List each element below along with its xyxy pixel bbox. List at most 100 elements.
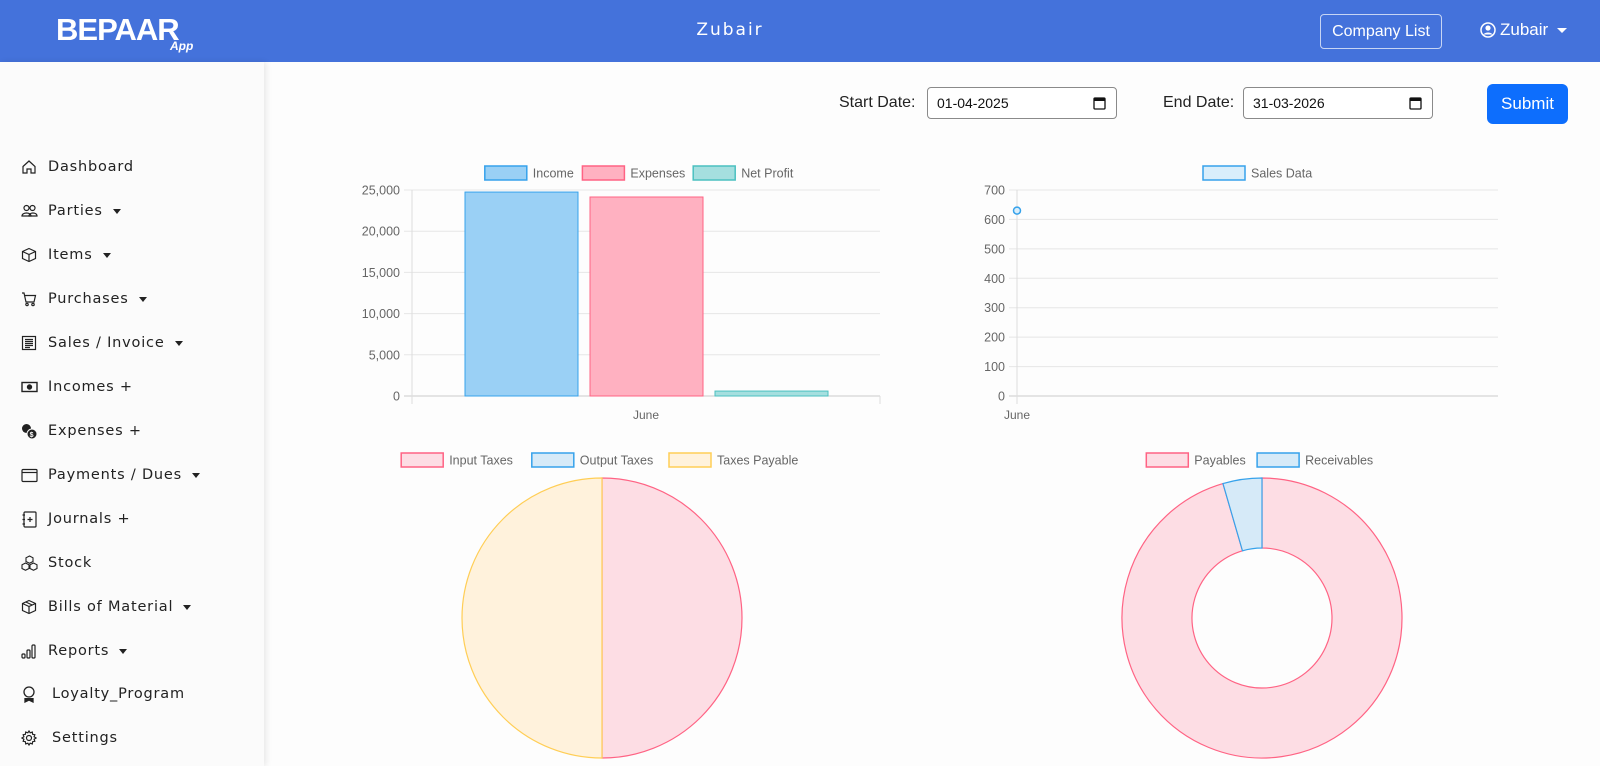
sidebar-item-sales-invoice[interactable]: Sales / Invoice [20, 331, 183, 355]
sidebar-item-expenses[interactable]: $ Expenses + [20, 419, 142, 443]
y-tick-label: 300 [984, 301, 1005, 315]
legend-swatch [581, 165, 626, 181]
tax-pie-chart: Input Taxes Output Taxes Taxes Payable [400, 452, 798, 759]
legend-label: Input Taxes [449, 454, 513, 468]
x-tick-label: June [1004, 408, 1030, 422]
caret-down-icon [138, 296, 147, 302]
submit-button[interactable]: Submit [1487, 84, 1568, 124]
sidebar-item-dashboard[interactable]: Dashboard [20, 155, 134, 179]
sidebar-item-label: Expenses + [48, 423, 142, 439]
legend-label: Taxes Payable [717, 454, 798, 468]
caret-down-icon [119, 648, 128, 654]
x-tick-label: June [633, 408, 659, 422]
caret-down-icon [191, 472, 200, 478]
box-icon [20, 246, 38, 264]
legend-swatch [400, 452, 444, 468]
top-navbar: BEPAAR App Zubair Company List Zubair [0, 0, 1600, 62]
y-tick-label: 15,000 [362, 266, 400, 280]
sidebar-item-incomes[interactable]: Incomes + [20, 375, 133, 399]
sidebar-item-label: Dashboard [48, 159, 134, 175]
doughnut-slice-payables [1121, 477, 1403, 759]
y-tick-label: 600 [984, 213, 1005, 227]
box-seam-icon [20, 598, 38, 616]
bar-expenses [589, 196, 704, 397]
sidebar-item-label: Items [48, 247, 93, 263]
y-tick-label: 200 [984, 331, 1005, 345]
sidebar-item-loyalty-program[interactable]: Loyalty_Program [20, 682, 185, 706]
sidebar-item-label: Loyalty_Program [52, 686, 185, 702]
sidebar-item-reports[interactable]: Reports [20, 639, 128, 663]
doughnut-slice-receivables [1222, 477, 1263, 552]
sidebar-item-purchases[interactable]: Purchases [20, 287, 147, 311]
y-tick-label: 10,000 [362, 307, 400, 321]
journal-plus-icon [20, 510, 38, 528]
y-tick-label: 500 [984, 242, 1005, 256]
pie-slice-taxes-payable [461, 477, 603, 759]
legend-label: Output Taxes [580, 454, 653, 468]
sidebar-item-settings[interactable]: Settings [20, 726, 118, 750]
sidebar-item-payments-dues[interactable]: Payments / Dues [20, 463, 200, 487]
end-date-input[interactable]: 31-03-2026 [1243, 87, 1433, 119]
sidebar-item-label: Purchases [48, 291, 129, 307]
sidebar-item-stock[interactable]: Stock [20, 551, 92, 575]
y-tick-label: 25,000 [362, 184, 400, 198]
caret-down-icon [112, 208, 121, 214]
y-tick-label: 400 [984, 272, 1005, 286]
sidebar-item-label: Sales / Invoice [48, 335, 165, 351]
svg-text:BEPAAR: BEPAAR [56, 12, 179, 47]
chevron-down-icon [1557, 27, 1568, 33]
sales-line-chart: 0 100 200 300 400 500 600 700 Sales Data June [984, 165, 1498, 422]
end-date-label: End Date: [1163, 94, 1235, 111]
award-icon [20, 685, 38, 703]
coins-icon: $ [20, 422, 38, 440]
house-icon [20, 158, 38, 176]
start-date-input[interactable]: 01-04-2025 [927, 87, 1117, 119]
svg-text:App: App [169, 39, 193, 53]
legend-swatch [668, 452, 712, 468]
sidebar-item-items[interactable]: Items [20, 243, 111, 267]
legend-label: Sales Data [1251, 167, 1312, 181]
gear-icon [20, 729, 38, 747]
sidebar-item-label: Incomes + [48, 379, 133, 395]
sidebar-item-journals[interactable]: Journals + [20, 507, 130, 531]
pie-slice-input-taxes [601, 477, 743, 759]
caret-down-icon [183, 604, 192, 610]
payables-doughnut-chart: Payables Receivables [1121, 452, 1403, 759]
people-icon [20, 202, 38, 220]
y-tick-label: 0 [393, 390, 400, 404]
bar-net-profit [714, 390, 829, 397]
sidebar-item-parties[interactable]: Parties [20, 199, 121, 223]
data-point [1012, 206, 1022, 215]
svg-text:$: $ [29, 432, 34, 439]
legend-swatch [484, 165, 528, 181]
bepaar-logo[interactable]: BEPAAR App [56, 10, 206, 54]
legend-swatch [531, 452, 575, 468]
sidebar-item-label: Reports [48, 643, 110, 659]
company-list-button[interactable]: Company List [1320, 14, 1442, 49]
sidebar: Dashboard Parties Items Purchases Sales … [0, 62, 264, 766]
calendar-icon [1409, 97, 1422, 110]
person-circle-icon [1480, 22, 1496, 38]
legend-swatch [692, 165, 736, 181]
invoice-icon [20, 334, 38, 352]
wallet-icon [20, 466, 38, 484]
sidebar-item-label: Payments / Dues [48, 467, 182, 483]
start-date-label: Start Date: [839, 94, 916, 111]
sidebar-item-label: Parties [48, 203, 103, 219]
sidebar-item-bills-of-material[interactable]: Bills of Material [20, 595, 192, 619]
start-date-value: 01-04-2025 [937, 95, 1009, 111]
user-dropdown[interactable]: Zubair [1480, 20, 1568, 40]
legend-label: Expenses [630, 167, 685, 181]
legend-swatch [1145, 452, 1190, 468]
bar-income [464, 191, 579, 397]
bar-chart-icon [20, 642, 38, 660]
cash-icon [20, 378, 38, 396]
boxes-icon [20, 554, 38, 572]
company-title: Zubair [696, 20, 764, 40]
legend-swatch [1202, 165, 1246, 181]
income-expense-bar-chart: 0 5,000 10,000 15,000 20,000 25,000 Income Exp… [362, 165, 881, 422]
end-date-value: 31-03-2026 [1253, 95, 1325, 111]
calendar-icon [1093, 97, 1106, 110]
y-tick-label: 0 [998, 390, 1005, 404]
legend-swatch [1256, 452, 1300, 468]
